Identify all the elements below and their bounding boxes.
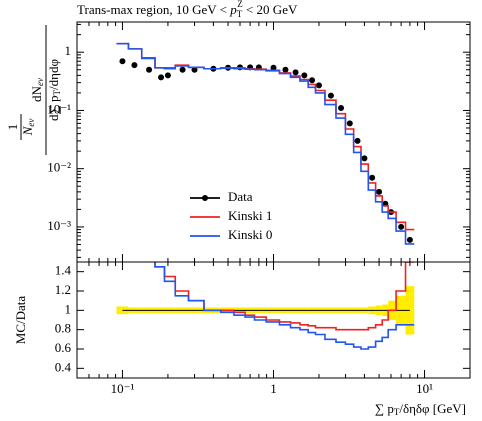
data-point: [191, 66, 198, 73]
y-tick-label: 1.4: [55, 263, 72, 278]
y-label-text: ev: [35, 78, 45, 86]
legend-label: Kinski 0: [228, 227, 272, 242]
plot-area: [116, 42, 415, 245]
title-text: < 20 GeV: [243, 2, 298, 17]
y-tick-label: 10⁻³: [47, 218, 71, 233]
step-line: [154, 262, 415, 350]
y-label-text: d∑ pT/dηdφ: [46, 59, 62, 121]
y-label-text: T: [52, 89, 62, 95]
title-text: p: [229, 2, 237, 17]
y-axis-label: 1 Nev dNev d∑ pT/dηdφ: [5, 25, 62, 155]
title-text: Z: [237, 0, 243, 9]
data-point: [164, 72, 171, 79]
data-point: [398, 223, 405, 230]
x-label-text: /δηδφ [GeV]: [399, 401, 466, 416]
x-tick-label: 10¹: [416, 381, 433, 396]
data-point: [131, 62, 138, 69]
y-tick-label: 0.6: [55, 340, 72, 355]
y-tick-label: 10⁻²: [47, 160, 71, 175]
y-label-text: /dηdφ: [46, 59, 61, 90]
data-point: [292, 69, 299, 76]
data-point: [354, 137, 361, 144]
y-tick-label: 10⁻¹: [47, 101, 71, 116]
y-label-text: dNev: [29, 78, 45, 102]
data-point: [282, 66, 289, 73]
x-tick-label: 10⁻¹: [111, 381, 135, 396]
y-label-text: N: [20, 125, 35, 136]
data-point: [338, 105, 345, 112]
y-label-text: 1: [5, 124, 20, 131]
chart-title: Trans-max region, 10 GeV < pTZ < 20 GeV: [77, 0, 298, 19]
x-tick-label: 1: [270, 381, 277, 396]
data-point: [146, 66, 153, 73]
legend-swatch: [202, 195, 208, 201]
plot-area: [116, 262, 415, 350]
data-point: [309, 77, 316, 84]
data-point: [301, 72, 308, 79]
y-tick-label: 0.4: [55, 359, 72, 374]
data-point: [369, 174, 376, 181]
data-point: [158, 74, 165, 81]
x-label-text: ∑ p: [375, 401, 394, 416]
y-tick-label: 1.2: [55, 282, 71, 297]
y-axis-label: MC/Data: [13, 296, 28, 345]
data-point: [346, 120, 353, 127]
legend-label: Data: [228, 189, 253, 204]
y-label-text: d∑ p: [46, 95, 61, 121]
data-point: [179, 66, 186, 73]
x-axis-label: ∑ pT/δηδφ [GeV]: [375, 401, 466, 417]
y-label-text: Nev: [20, 119, 36, 137]
data-point: [327, 92, 334, 99]
y-tick-label: 0.8: [55, 321, 71, 336]
data-point: [270, 64, 277, 71]
y-tick-label: 1: [65, 43, 72, 58]
data-point: [315, 82, 322, 89]
title-text: T: [237, 9, 243, 19]
y-label-text: dN: [29, 85, 44, 102]
step-line: [154, 262, 415, 331]
y-tick-label: 1: [65, 301, 72, 316]
data-point: [406, 236, 413, 243]
data-point: [119, 58, 126, 65]
data-point: [361, 155, 368, 162]
x-label-text: T: [394, 407, 400, 417]
legend-label: Kinski 1: [228, 208, 272, 223]
data-point: [376, 188, 383, 195]
title-text: Trans-max region, 10 GeV <: [77, 2, 230, 17]
plot-frame: [76, 21, 471, 263]
y-label-text: ev: [26, 119, 36, 127]
step-line: [116, 42, 415, 231]
step-line: [116, 42, 415, 245]
